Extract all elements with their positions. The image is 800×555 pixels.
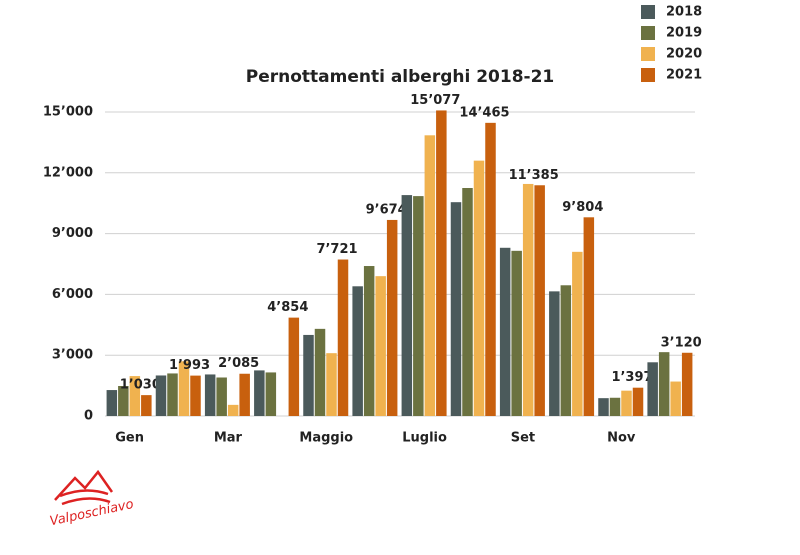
bar xyxy=(386,219,398,416)
bar xyxy=(450,202,462,416)
x-tick-label: Maggio xyxy=(299,431,353,446)
logo: Valposchiavo xyxy=(48,469,135,529)
bar xyxy=(227,404,239,416)
y-tick-label: 3’000 xyxy=(52,348,93,363)
bar xyxy=(658,352,670,416)
bar xyxy=(499,247,511,416)
bar xyxy=(549,291,560,416)
bar xyxy=(462,188,473,416)
value-label: 11’385 xyxy=(509,168,559,183)
bar xyxy=(401,195,413,416)
value-label: 2’085 xyxy=(218,356,259,371)
legend-label: 2019 xyxy=(666,26,702,41)
x-tick-label: Set xyxy=(511,431,535,446)
bar xyxy=(326,353,337,416)
bar xyxy=(216,377,227,416)
legend-swatch xyxy=(641,5,655,19)
y-tick-label: 6’000 xyxy=(52,287,93,302)
bar xyxy=(436,110,447,417)
value-label: 9’674 xyxy=(366,202,407,217)
legend-swatch xyxy=(641,26,655,40)
bar xyxy=(167,373,178,416)
bar xyxy=(363,266,375,416)
bar xyxy=(511,250,522,416)
bar xyxy=(337,259,349,416)
bar xyxy=(560,285,572,416)
x-tick-label: Luglio xyxy=(402,431,447,446)
bar xyxy=(288,317,300,416)
bar xyxy=(572,251,583,416)
bar xyxy=(621,390,632,416)
logo-mark xyxy=(54,469,114,506)
value-label: 1’030 xyxy=(120,378,161,393)
bar xyxy=(485,122,496,417)
bar xyxy=(190,375,201,416)
value-label: 3’120 xyxy=(661,335,702,350)
bar xyxy=(204,374,216,416)
logo-text: Valposchiavo xyxy=(48,497,135,529)
legend-label: 2020 xyxy=(666,47,702,62)
bar xyxy=(352,286,363,416)
value-label: 4’854 xyxy=(267,300,308,315)
bar xyxy=(583,217,595,416)
bar xyxy=(265,372,277,416)
value-label: 1’397 xyxy=(611,370,652,385)
chart-title: Pernottamenti alberghi 2018-21 xyxy=(246,67,555,87)
bar xyxy=(647,362,658,416)
bar xyxy=(239,373,250,416)
x-tick-label: Nov xyxy=(607,431,636,446)
bar xyxy=(155,375,167,416)
bar xyxy=(670,381,681,416)
bar xyxy=(424,135,436,416)
y-tick-label: 12’000 xyxy=(43,165,93,180)
value-label: 9’804 xyxy=(562,200,603,215)
bar xyxy=(522,183,534,416)
value-label: 1’993 xyxy=(169,358,210,373)
bar xyxy=(598,398,609,416)
bar xyxy=(141,395,152,416)
bar xyxy=(178,361,190,416)
x-tick-label: Mar xyxy=(214,431,243,446)
value-label: 15’077 xyxy=(410,93,460,108)
bar xyxy=(413,196,424,416)
legend-swatch xyxy=(641,47,655,61)
bar xyxy=(303,334,314,416)
x-tick-label: Gen xyxy=(115,431,144,446)
bar xyxy=(118,386,129,416)
y-tick-label: 0 xyxy=(84,409,93,424)
legend-label: 2021 xyxy=(666,68,702,83)
value-label: 14’465 xyxy=(459,105,509,120)
bar xyxy=(609,397,621,416)
bar xyxy=(681,352,693,416)
y-tick-label: 15’000 xyxy=(43,105,93,120)
legend-swatch xyxy=(641,68,655,82)
legend-label: 2018 xyxy=(666,5,702,20)
bar xyxy=(632,387,644,416)
bar xyxy=(534,185,545,416)
bar xyxy=(106,390,118,416)
bar xyxy=(375,276,386,416)
y-tick-label: 9’000 xyxy=(52,226,93,241)
bar xyxy=(254,370,265,416)
bar xyxy=(473,160,485,416)
bar xyxy=(314,328,326,416)
bar xyxy=(129,376,141,416)
value-label: 7’721 xyxy=(316,242,357,257)
